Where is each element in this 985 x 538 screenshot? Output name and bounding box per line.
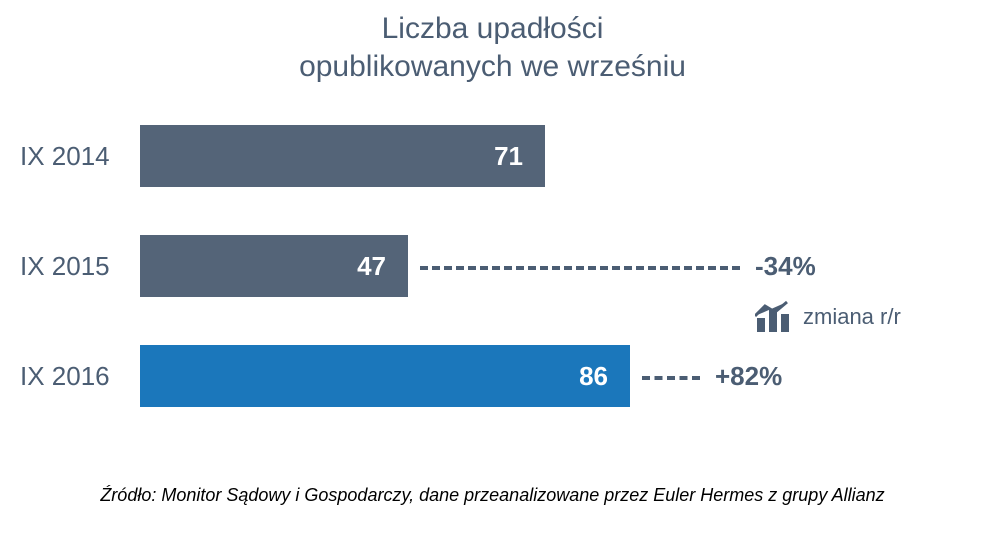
- source-footnote: Źródło: Monitor Sądowy i Gospodarczy, da…: [0, 485, 985, 506]
- bar-row: IX 201471: [0, 125, 545, 187]
- chart-title-line2: opublikowanych we wrześniu: [0, 48, 985, 86]
- y-axis-label: IX 2015: [0, 251, 140, 282]
- legend-text: zmiana r/r: [803, 304, 901, 330]
- bar: 86: [140, 345, 630, 407]
- y-axis-label: IX 2016: [0, 361, 140, 392]
- y-axis-label: IX 2014: [0, 141, 140, 172]
- yoy-change-legend: zmiana r/r: [755, 300, 901, 334]
- bar-row: IX 201686: [0, 345, 630, 407]
- bar: 71: [140, 125, 545, 187]
- bar-chart-icon: [755, 300, 795, 334]
- bankruptcy-bar-chart: Liczba upadłości opublikowanych we wrześ…: [0, 0, 985, 538]
- chart-title: Liczba upadłości opublikowanych we wrześ…: [0, 10, 985, 85]
- connector-dash: [420, 266, 740, 270]
- bar-row: IX 201547: [0, 235, 408, 297]
- connector-dash: [642, 376, 700, 380]
- chart-title-line1: Liczba upadłości: [0, 10, 985, 48]
- pct-change-label: -34%: [755, 251, 816, 282]
- pct-change-label: +82%: [715, 361, 782, 392]
- bar: 47: [140, 235, 408, 297]
